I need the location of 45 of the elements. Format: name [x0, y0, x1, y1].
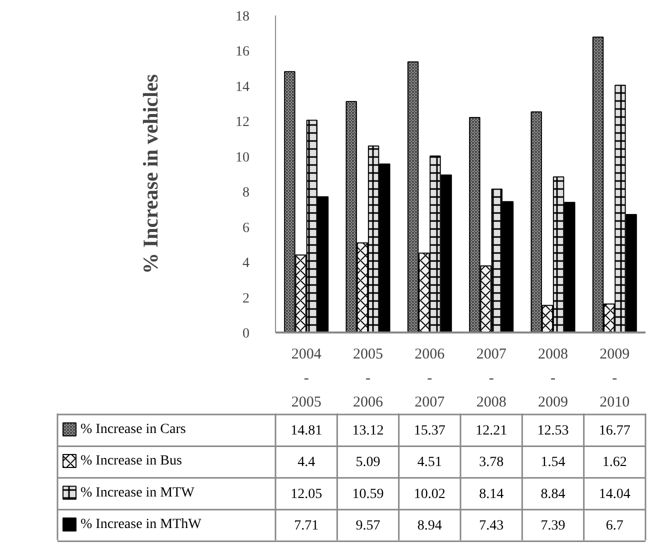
data-label: 8.94	[417, 518, 442, 534]
y-tick-label: 8	[242, 186, 250, 201]
data-label: 12.05	[290, 486, 322, 502]
data-label: 4.4	[298, 455, 316, 470]
data-label: 13.12	[352, 423, 384, 438]
x-tick-label: 2004 - 2005	[291, 346, 322, 410]
legend-label: % Increase in Bus	[80, 454, 182, 469]
y-tick-label: 0	[242, 326, 250, 342]
y-axis-title: % Increase in vehicles	[138, 74, 162, 274]
data-label: 9.57	[356, 518, 380, 534]
data-label: 12.21	[476, 423, 508, 438]
legend-label: % Increase in Cars	[80, 422, 186, 437]
x-tick-label: 2007 - 2008	[476, 346, 507, 410]
data-label: 1.54	[540, 455, 566, 470]
data-label: 10.59	[352, 486, 384, 502]
data-label: 4.51	[417, 455, 442, 470]
y-tick-label: 12	[236, 115, 250, 130]
y-tick-label: 16	[236, 44, 250, 60]
data-label: 10.02	[414, 486, 446, 502]
data-label: 3.78	[479, 455, 504, 470]
y-tick-label: 10	[236, 150, 250, 166]
y-tick-label: 4	[242, 256, 250, 272]
data-label: 8.84	[540, 486, 566, 502]
data-label: 1.62	[602, 455, 627, 470]
y-tick-label: 2	[242, 291, 250, 306]
x-tick-label: 2005 - 2006	[353, 346, 384, 410]
data-label: 8.14	[479, 486, 504, 502]
data-label: 7.39	[540, 518, 566, 534]
data-label: 5.09	[356, 455, 380, 470]
y-tick-label: 6	[242, 220, 250, 236]
x-tick-label: 2008 - 2009	[538, 346, 568, 410]
y-tick-label: 14	[236, 80, 250, 95]
data-label: 14.81	[290, 423, 322, 438]
data-label: 15.37	[414, 423, 446, 438]
legend-label: % Increase in MThW	[80, 516, 202, 532]
legend-label: % Increase in MTW	[80, 485, 196, 500]
data-label: 7.43	[479, 518, 504, 534]
y-tick-label: 18	[236, 10, 250, 24]
data-label: 7.71	[294, 518, 319, 534]
data-label: 6.7	[606, 518, 624, 534]
data-label: 14.04	[598, 486, 630, 502]
data-label: 16.77	[598, 423, 630, 438]
data-label: 12.53	[537, 423, 569, 438]
x-tick-label: 2009 - 2010	[600, 346, 630, 410]
x-tick-label: 2006 - 2007	[414, 346, 446, 410]
